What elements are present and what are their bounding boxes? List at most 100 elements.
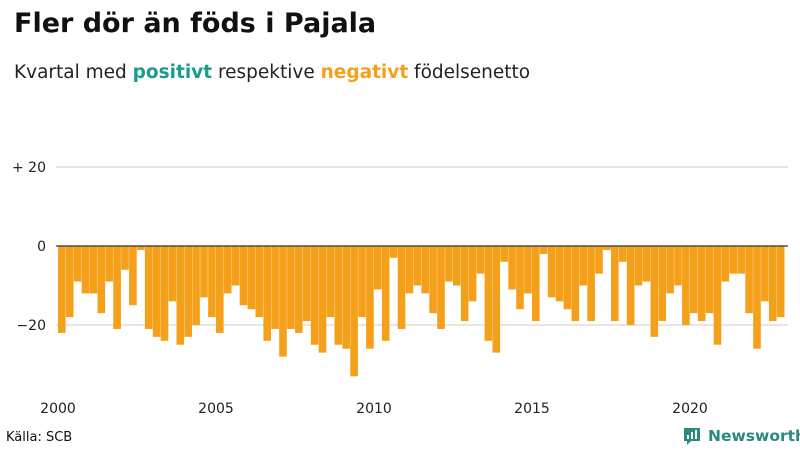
bar xyxy=(532,246,540,322)
bar xyxy=(476,246,485,274)
bar xyxy=(113,246,121,329)
bar xyxy=(247,246,256,310)
bar xyxy=(239,246,248,306)
bar xyxy=(168,246,177,302)
bar xyxy=(58,246,66,333)
bar xyxy=(318,246,327,353)
bar xyxy=(555,246,564,302)
brand-logo: Newsworthy xyxy=(682,426,800,446)
bar xyxy=(468,246,477,302)
bar xyxy=(397,246,406,329)
bar xyxy=(571,246,580,322)
bar xyxy=(611,246,619,322)
bar xyxy=(137,246,145,250)
bar xyxy=(302,246,311,322)
bar xyxy=(295,246,303,333)
bar xyxy=(97,246,106,314)
bar xyxy=(595,246,603,274)
bar xyxy=(776,246,785,318)
bar xyxy=(650,246,659,337)
bar xyxy=(705,246,714,314)
bar xyxy=(587,246,595,322)
bar xyxy=(484,246,493,341)
bar xyxy=(121,246,129,270)
bar xyxy=(231,246,240,286)
bar xyxy=(366,246,374,349)
bar xyxy=(374,246,382,290)
bar xyxy=(579,246,587,286)
legend-negative-label: negativt xyxy=(320,62,409,83)
brand-name: Newsworthy xyxy=(708,427,800,445)
bar xyxy=(326,246,335,318)
bar xyxy=(81,246,90,294)
bar xyxy=(65,246,74,318)
x-tick-label: 2000 xyxy=(40,401,76,417)
bar xyxy=(753,246,761,349)
bar xyxy=(524,246,532,294)
subtitle-text-start: Kvartal med xyxy=(14,62,133,83)
bar xyxy=(618,246,627,262)
y-tick-label: −20 xyxy=(16,318,46,334)
newsworthy-logo-icon xyxy=(684,428,700,445)
bar xyxy=(358,246,366,318)
bar xyxy=(105,246,113,282)
bar xyxy=(89,246,98,294)
bar xyxy=(429,246,437,314)
bar xyxy=(492,246,501,353)
bar xyxy=(761,246,769,302)
bar xyxy=(626,246,635,325)
bar xyxy=(453,246,461,286)
bar xyxy=(603,246,611,250)
bar xyxy=(437,246,445,329)
chart-subtitle: Kvartal med positivt respektive negativt… xyxy=(14,62,530,83)
y-tick-label: + 20 xyxy=(12,160,46,176)
bar xyxy=(713,246,722,345)
bar xyxy=(769,246,777,322)
bar xyxy=(421,246,429,294)
bar xyxy=(674,246,682,286)
bar xyxy=(208,246,216,318)
bar xyxy=(152,246,161,337)
chart-title: Fler dör än föds i Pajala xyxy=(14,8,377,39)
bar xyxy=(690,246,698,314)
legend-positive-label: positivt xyxy=(132,62,213,83)
bar xyxy=(634,246,643,286)
bar xyxy=(658,246,666,322)
bar xyxy=(192,246,200,325)
x-tick-label: 2010 xyxy=(356,401,392,417)
x-tick-label: 2015 xyxy=(514,401,550,417)
bar xyxy=(460,246,469,322)
y-axis: + 20 0 −20 xyxy=(12,160,46,334)
chart-bars xyxy=(58,246,785,377)
x-tick-label: 2005 xyxy=(198,401,234,417)
bar xyxy=(334,246,343,345)
subtitle-text-end: födelsenetto xyxy=(408,62,531,83)
bar xyxy=(721,246,730,282)
bar xyxy=(255,246,264,318)
bar xyxy=(310,246,319,345)
bar xyxy=(413,246,422,286)
bar xyxy=(745,246,753,314)
bar xyxy=(271,246,279,329)
bar xyxy=(342,246,350,349)
bar xyxy=(539,246,548,254)
bar xyxy=(405,246,414,294)
subtitle-text-middle: respektive xyxy=(212,62,321,83)
bar xyxy=(516,246,524,310)
bar xyxy=(200,246,208,298)
bar xyxy=(216,246,224,333)
bar xyxy=(223,246,232,294)
bar xyxy=(381,246,390,341)
bar xyxy=(144,246,153,329)
y-tick-label: 0 xyxy=(37,239,46,255)
bar xyxy=(697,246,706,322)
bar xyxy=(666,246,674,294)
bar xyxy=(508,246,516,290)
bar xyxy=(350,246,358,377)
bar xyxy=(287,246,295,329)
bar xyxy=(389,246,398,258)
bar xyxy=(73,246,82,282)
bar xyxy=(500,246,508,262)
x-tick-label: 2020 xyxy=(672,401,708,417)
